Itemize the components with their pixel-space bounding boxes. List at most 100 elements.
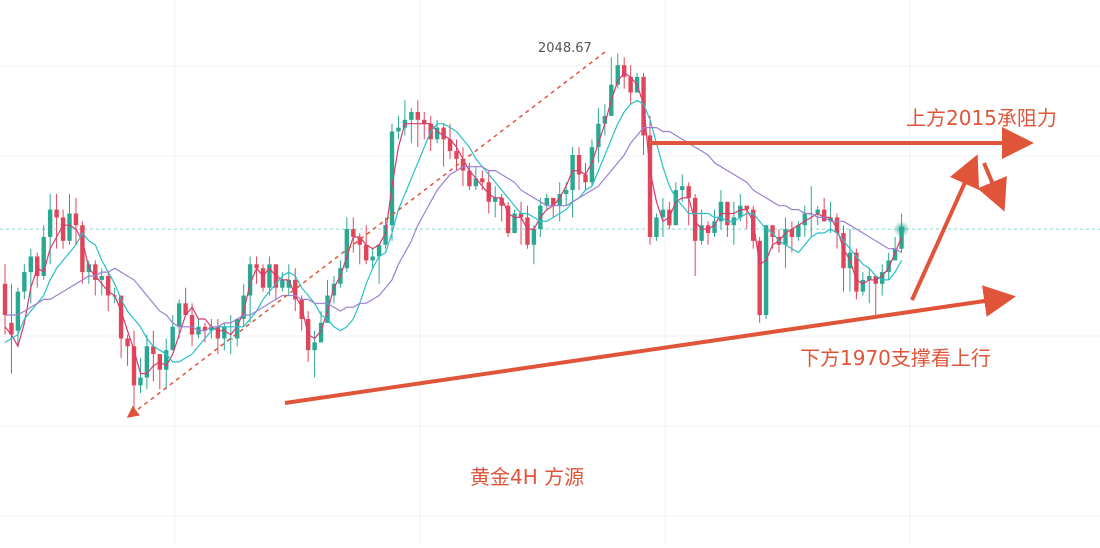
candle-body bbox=[80, 225, 85, 273]
candle-body bbox=[15, 291, 21, 331]
candle-body bbox=[654, 217, 659, 237]
candle-body bbox=[570, 154, 575, 191]
candle-body bbox=[486, 182, 491, 202]
candle-body bbox=[364, 244, 369, 261]
moving-average-line-2 bbox=[4, 99, 903, 363]
candle-body bbox=[144, 346, 150, 378]
candle-body bbox=[770, 225, 775, 237]
candle-body bbox=[2, 283, 8, 316]
candle-body bbox=[41, 236, 46, 276]
resistance-label: 上方2015承阻力 bbox=[906, 106, 1057, 130]
candle-body bbox=[370, 256, 375, 261]
candle-body bbox=[215, 326, 221, 339]
candle-body bbox=[892, 248, 898, 261]
candle-body bbox=[576, 154, 582, 175]
candle-body bbox=[54, 209, 59, 218]
candle-body bbox=[512, 213, 517, 234]
candlesticks bbox=[2, 53, 910, 409]
candle-body bbox=[551, 197, 556, 206]
candle-body bbox=[138, 377, 143, 386]
candle-body bbox=[189, 315, 195, 335]
candle-body bbox=[241, 295, 246, 319]
candle-body bbox=[118, 295, 124, 339]
candle-body bbox=[209, 326, 214, 331]
candle-body bbox=[267, 264, 272, 288]
candle-body bbox=[293, 279, 298, 300]
candle-body bbox=[615, 65, 620, 85]
candle-body bbox=[544, 197, 549, 206]
candle-body bbox=[286, 279, 291, 288]
candle-body bbox=[821, 209, 827, 222]
candle-body bbox=[280, 279, 285, 288]
candle-body bbox=[35, 256, 40, 276]
candle-body bbox=[789, 229, 795, 237]
candle-body bbox=[583, 174, 588, 183]
candle-body bbox=[351, 229, 356, 237]
candle-body bbox=[505, 205, 511, 234]
candle-body bbox=[628, 76, 633, 93]
candle-body bbox=[763, 225, 769, 316]
candle-body bbox=[867, 276, 872, 280]
candle-body bbox=[467, 170, 472, 187]
candle-body bbox=[28, 256, 33, 273]
candle-body bbox=[647, 135, 653, 237]
candle-body bbox=[170, 326, 175, 351]
candle-body bbox=[222, 326, 227, 339]
candle-body bbox=[757, 240, 762, 316]
candle-body bbox=[454, 151, 459, 159]
candle-body bbox=[834, 217, 840, 234]
candle-body bbox=[815, 209, 820, 214]
candle-body bbox=[602, 115, 608, 124]
candle-body bbox=[409, 112, 414, 120]
candle-body bbox=[389, 131, 395, 226]
candle-body bbox=[176, 303, 182, 327]
candle-body bbox=[589, 147, 595, 183]
candle-body bbox=[131, 346, 137, 386]
high-price-label: 2048.67 bbox=[538, 41, 592, 56]
candle-body bbox=[680, 186, 685, 191]
candle-body bbox=[396, 127, 401, 132]
candle-body bbox=[796, 225, 801, 237]
candle-body bbox=[854, 252, 859, 292]
candle-body bbox=[525, 217, 530, 245]
candle-body bbox=[383, 225, 388, 245]
candle-body bbox=[47, 209, 53, 237]
candle-body bbox=[22, 272, 27, 292]
moving-averages bbox=[4, 72, 903, 375]
candle-body bbox=[473, 178, 479, 187]
candle-body bbox=[557, 194, 562, 206]
candle-body bbox=[376, 244, 382, 257]
moving-average-line-3 bbox=[5, 126, 902, 332]
candle-body bbox=[254, 264, 259, 269]
candle-body bbox=[531, 229, 537, 245]
moving-average-line-1 bbox=[4, 72, 903, 375]
candle-body bbox=[434, 127, 440, 140]
candle-body bbox=[841, 233, 846, 269]
candle-body bbox=[518, 213, 524, 218]
support-label: 下方1970支撑看上行 bbox=[800, 346, 991, 370]
candle-body bbox=[99, 276, 104, 280]
candle-body bbox=[67, 213, 72, 241]
candle-body bbox=[744, 205, 749, 210]
candle-body bbox=[899, 229, 904, 249]
projected-up-arrow bbox=[910, 154, 980, 301]
candle-body bbox=[860, 279, 866, 292]
candle-body bbox=[202, 326, 208, 331]
candle-body bbox=[228, 338, 233, 340]
candle-body bbox=[802, 213, 807, 226]
candle-body bbox=[718, 201, 724, 222]
candle-body bbox=[9, 322, 14, 335]
candle-body bbox=[738, 205, 743, 218]
candle-body bbox=[93, 264, 98, 280]
candle-body bbox=[499, 197, 504, 206]
candle-body bbox=[447, 139, 453, 152]
candle-body bbox=[260, 268, 266, 288]
candle-body bbox=[886, 260, 891, 273]
candle-body bbox=[660, 209, 666, 218]
candle-body bbox=[493, 197, 498, 202]
projected-pullback-arrow bbox=[977, 162, 1007, 212]
chart-source-label: 黄金4H 方源 bbox=[470, 465, 585, 489]
candle-body bbox=[415, 112, 420, 120]
candle-body bbox=[563, 190, 569, 194]
